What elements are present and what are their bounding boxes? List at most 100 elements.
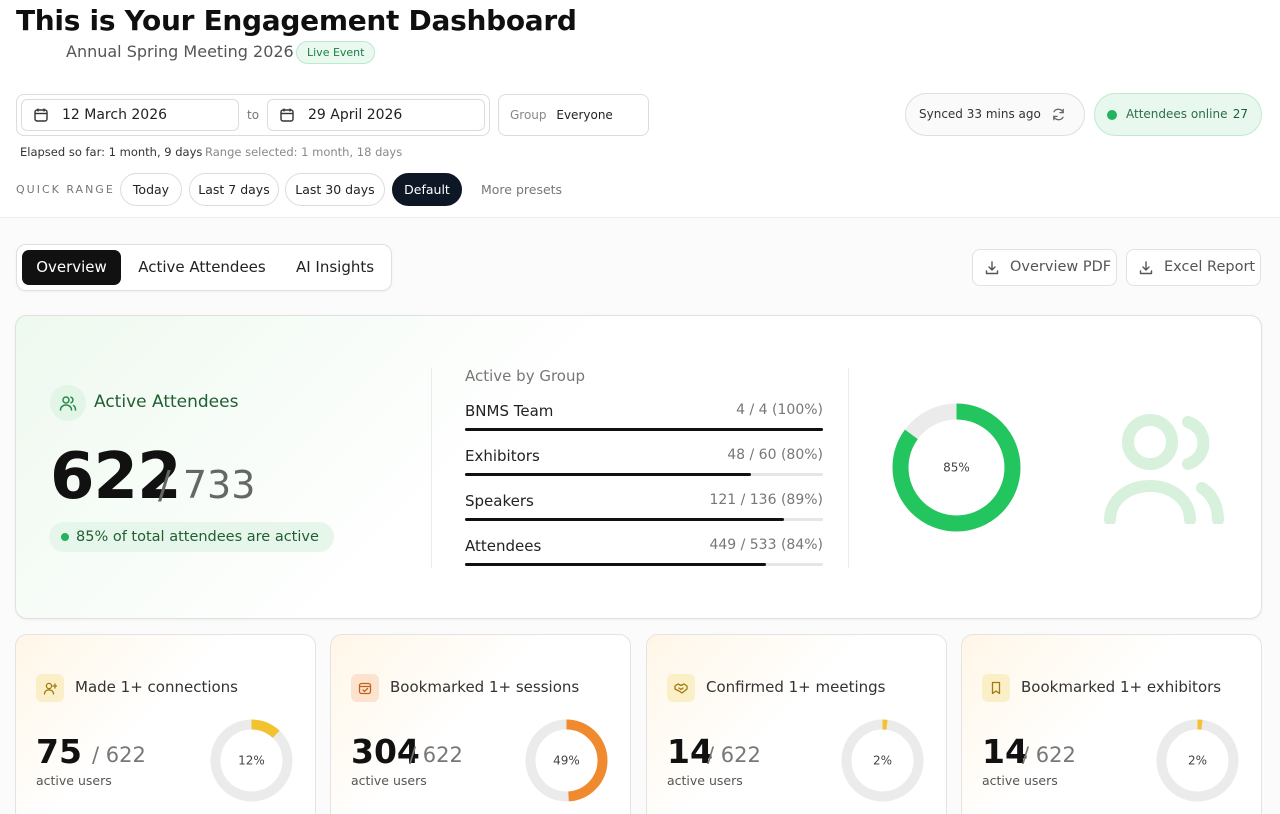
stat-total: / 622 [1022,743,1076,767]
group-name: Speakers [465,492,534,510]
stat-title: Bookmarked 1+ exhibitors [1021,678,1222,696]
stat-card: Bookmarked 1+ exhibitors 14/ 622 active us… [961,634,1262,814]
divider [431,368,432,568]
excel-report-button[interactable]: Excel Report [1126,249,1261,286]
group-value: 4 / 4 (100%) [736,402,823,418]
donut-arc [892,403,1021,532]
calendar-icon [34,108,48,122]
donut-percent-label: 2% [873,754,892,768]
group-value: 48 / 60 (80%) [727,447,823,463]
active-attendees-total: / 733 [158,463,256,507]
live-event-badge: Live Event [296,41,376,64]
stat-percent-donut: 49% [525,719,608,802]
overview-pdf-label: Overview PDF [1010,259,1112,275]
stat-value: 14 [982,732,1028,771]
stat-subtitle: active users [36,773,112,788]
start-date-value: 12 March 2026 [62,107,168,123]
stat-subtitle: active users [667,773,743,788]
elapsed-text: Elapsed so far: 1 month, 9 days [20,145,203,159]
stat-percent-donut: 12% [210,719,293,802]
page-title: This is Your Engagement Dashboard [16,4,577,37]
date-range-picker: 12 March 2026 to 29 April 2026 [16,94,490,136]
active-percent-text: 85% of total attendees are active [76,529,319,545]
active-percent-donut: 85% [892,403,1021,532]
group-value: 121 / 136 (89%) [709,492,823,508]
calendar-icon [280,108,294,122]
group-select[interactable]: Group Everyone [498,94,649,136]
online-dot-icon [1107,110,1117,120]
group-progress-fill [465,563,766,566]
stat-total: / 622 [409,743,463,767]
tab-overview[interactable]: Overview [22,250,121,285]
donut-arc [210,719,293,802]
group-value: 449 / 533 (84%) [709,537,823,553]
divider [848,368,849,568]
overview-pdf-button[interactable]: Overview PDF [972,249,1117,286]
download-icon [1139,261,1153,275]
quick-range-last-30-days[interactable]: Last 30 days [285,173,385,206]
group-name: BNMS Team [465,402,554,420]
date-to-label: to [247,108,260,122]
end-date-value: 29 April 2026 [308,107,403,123]
stat-card: Made 1+ connections 75 / 622 active users 12… [15,634,316,814]
group-progress-track [465,428,823,431]
calendar-check-icon [351,674,379,702]
stat-total: / 622 [707,743,761,767]
header-section: This is Your Engagement Dashboard Annual… [0,0,1280,218]
group-progress-track [465,518,823,521]
active-by-group-title: Active by Group [465,367,585,385]
sync-status-button[interactable]: Synced 33 mins ago [905,93,1085,136]
download-icon [985,261,999,275]
attendees-online-badge: Attendees online 27 [1094,93,1262,136]
quick-range-last-7-days[interactable]: Last 7 days [189,173,279,206]
donut-percent-label: 85% [943,461,970,475]
tab-active-attendees[interactable]: Active Attendees [138,258,266,276]
group-progress-fill [465,518,784,521]
group-name: Attendees [465,537,542,555]
donut-percent-label: 12% [238,754,265,768]
stat-total: / 622 [92,743,146,767]
more-presets-link[interactable]: More presets [481,182,563,197]
sync-status-text: Synced 33 mins ago [919,107,1041,121]
handshake-icon [667,674,695,702]
active-attendees-count: 622 [50,440,182,514]
stat-title: Bookmarked 1+ sessions [390,678,580,696]
dashboard-tabs: Overview Active Attendees AI Insights [16,244,392,291]
donut-percent-label: 49% [553,754,580,768]
stat-subtitle: active users [351,773,427,788]
donut-arc [841,719,924,802]
refresh-icon [1053,108,1064,121]
stat-percent-donut: 2% [841,719,924,802]
tab-ai-insights[interactable]: AI Insights [295,258,375,276]
donut-arc [525,719,608,802]
stat-card: Bookmarked 1+ sessions 304/ 622 active use… [330,634,631,814]
group-progress-track [465,473,823,476]
bookmark-icon [982,674,1010,702]
quick-range-default[interactable]: Default [392,173,462,206]
stat-value: 304 [351,732,420,771]
donut-percent-label: 2% [1188,754,1207,768]
range-selected-text: Range selected: 1 month, 18 days [205,145,403,159]
users-watermark-icon [1104,414,1224,524]
stat-title: Confirmed 1+ meetings [706,678,886,696]
active-percent-badge: 85% of total attendees are active [49,522,334,552]
quick-range-today[interactable]: Today [120,173,182,206]
stat-subtitle: active users [982,773,1058,788]
excel-report-label: Excel Report [1164,259,1256,275]
stat-title: Made 1+ connections [75,678,238,696]
donut-arc [1156,719,1239,802]
end-date-field[interactable]: 29 April 2026 [267,99,485,131]
online-label: Attendees online [1126,107,1228,121]
user-plus-icon [36,674,64,702]
stat-percent-donut: 2% [1156,719,1239,802]
group-value: Everyone [556,108,613,122]
stat-card: Confirmed 1+ meetings 14/ 622 active users… [646,634,947,814]
active-attendees-card: Active Attendees 622 / 733 85% of total … [15,315,1262,619]
group-progress-fill [465,428,823,431]
start-date-field[interactable]: 12 March 2026 [21,99,239,131]
stat-value: 75 [36,732,82,771]
online-count: 27 [1232,107,1248,121]
stat-value: 14 [667,732,713,771]
active-attendees-title: Active Attendees [94,392,239,412]
quick-range-label: QUICK RANGE [16,183,115,196]
